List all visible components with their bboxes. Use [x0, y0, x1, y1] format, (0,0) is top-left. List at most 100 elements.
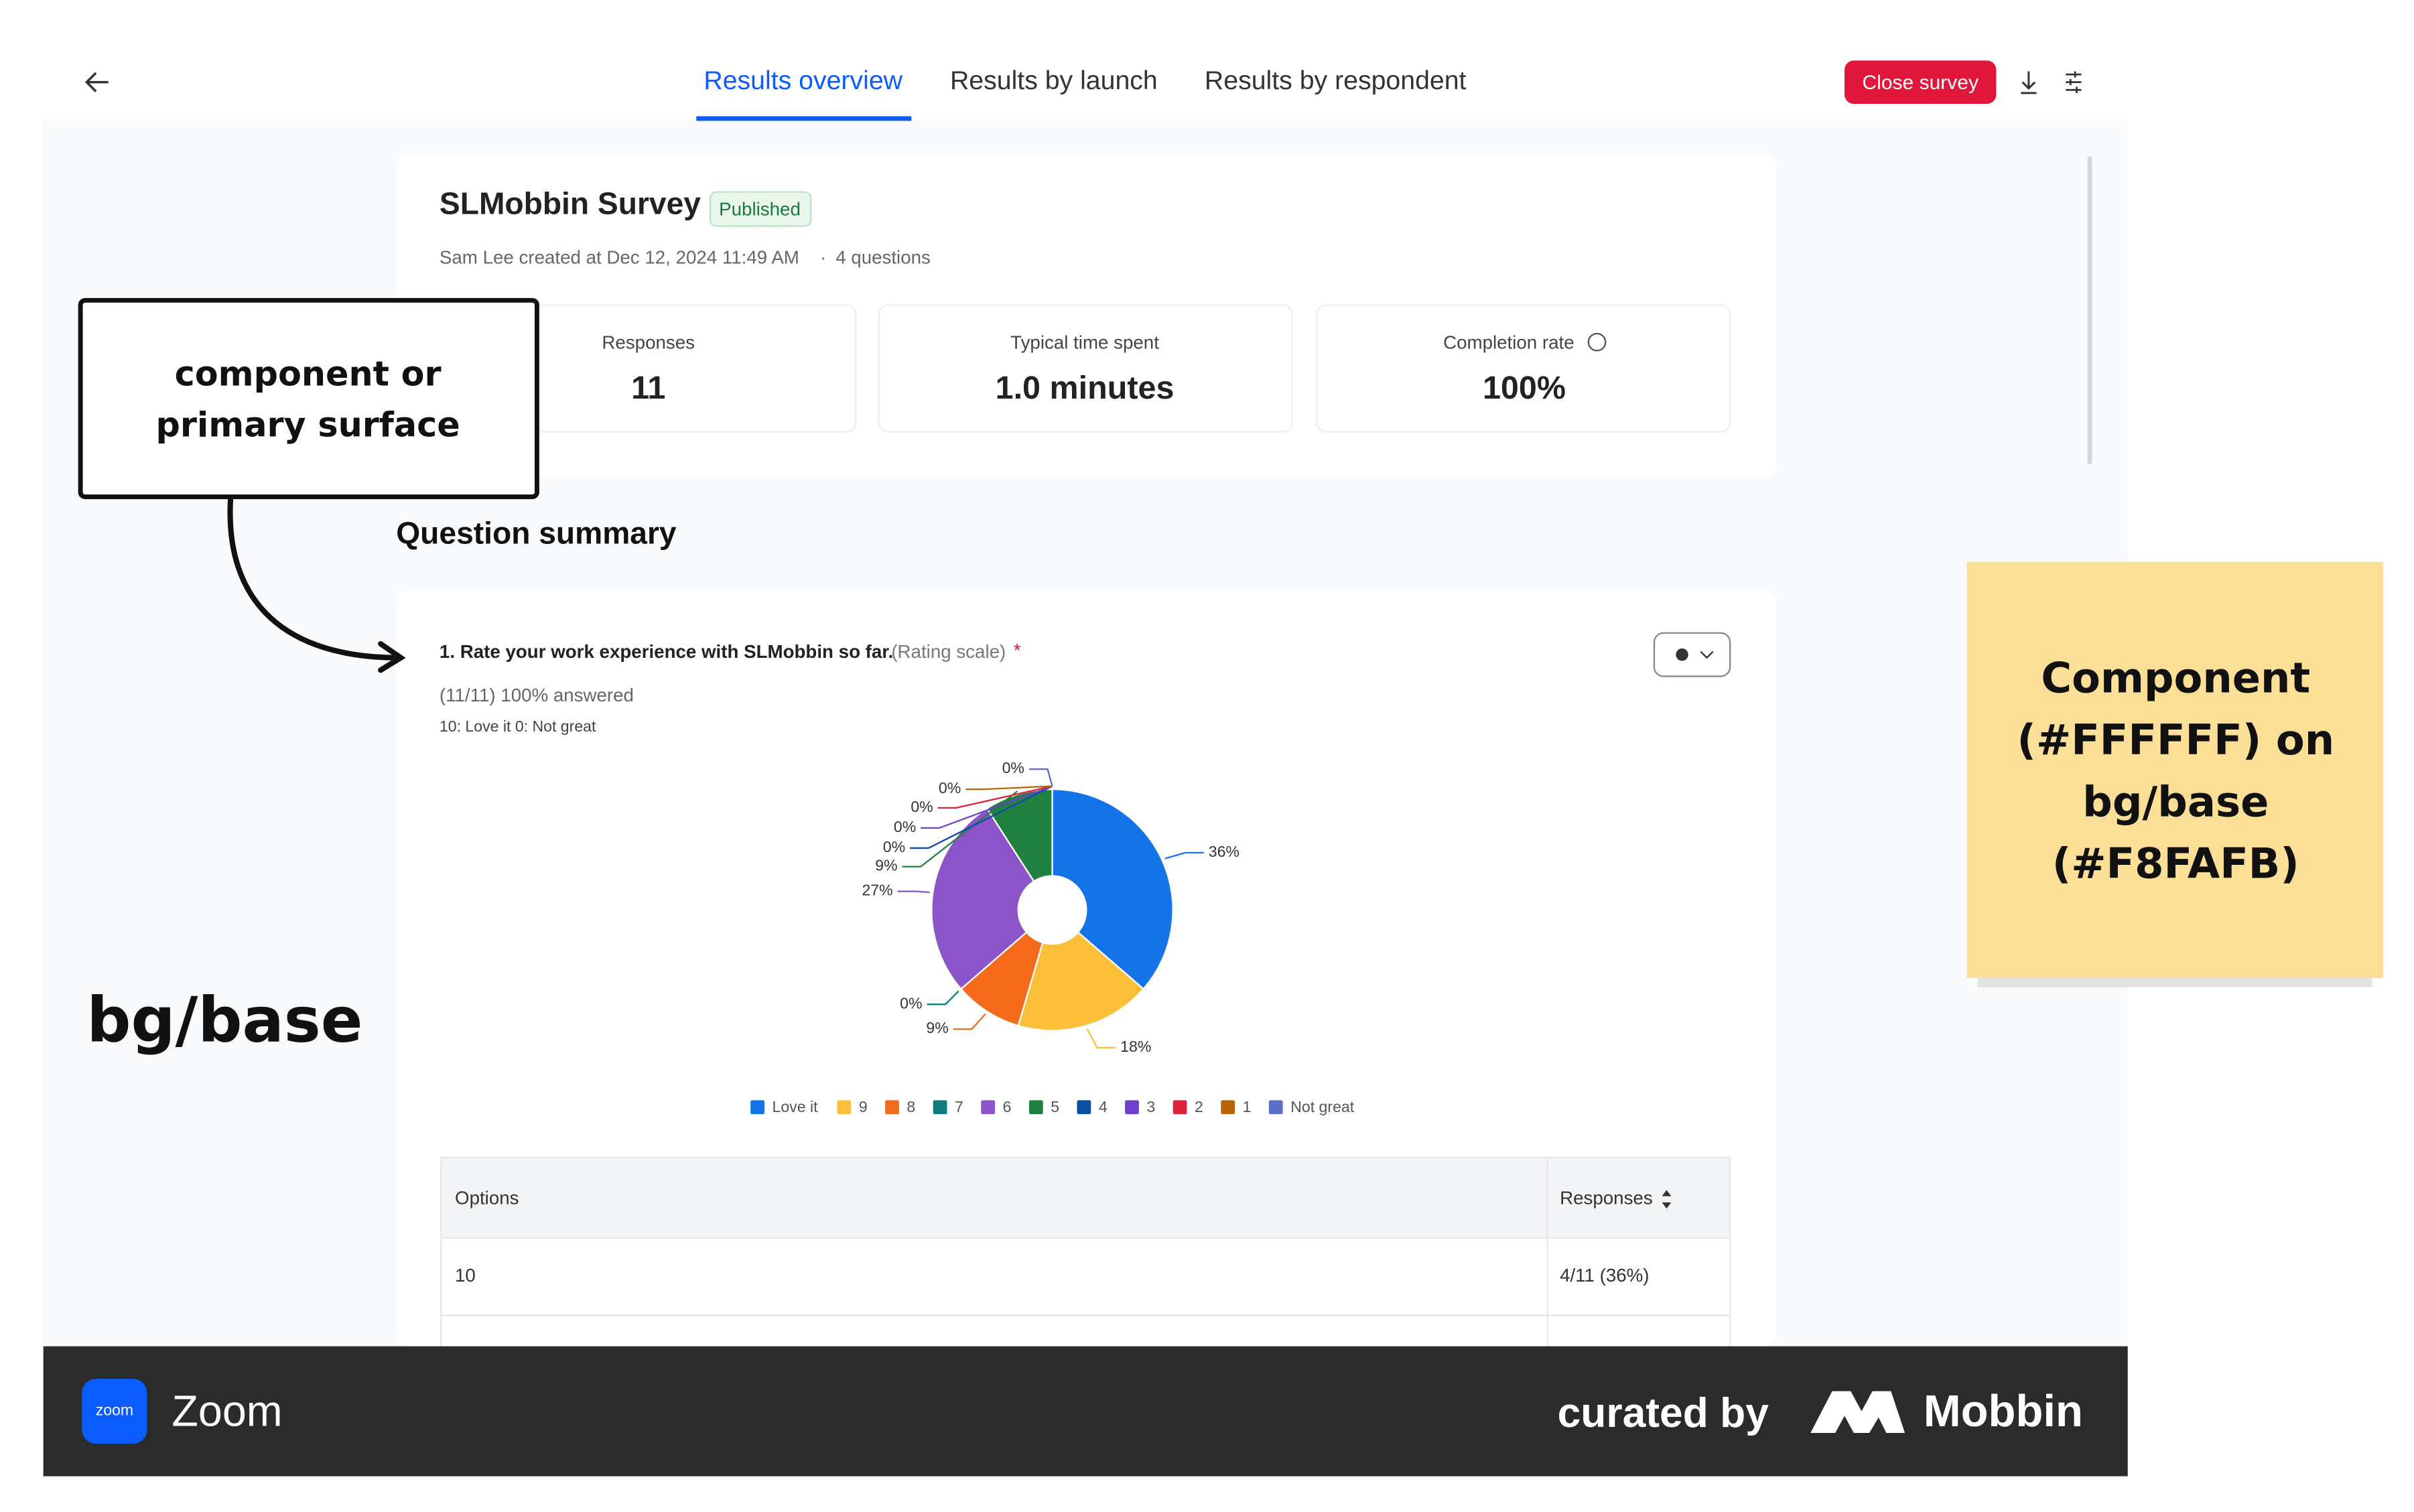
answered: (11/11) 100% answered — [440, 685, 634, 705]
legend-swatch — [1125, 1100, 1139, 1115]
callout-arrow — [227, 495, 406, 673]
leader-line — [927, 990, 959, 1006]
legend-label: Not great — [1290, 1098, 1355, 1115]
survey-meta: Sam Lee created at Dec 12, 2024 11:49 AM — [440, 247, 799, 267]
leader-line — [921, 785, 1053, 829]
info-icon[interactable] — [1587, 332, 1607, 352]
leader-line — [1086, 1028, 1116, 1049]
legend-label: 3 — [1146, 1098, 1155, 1115]
stat-label: Completion rate — [1443, 332, 1574, 352]
chart-type-button[interactable] — [1653, 632, 1731, 677]
app-name: Zoom — [172, 1386, 282, 1435]
note-text: Component — [2041, 654, 2310, 703]
legend-label: 1 — [1243, 1098, 1252, 1115]
legend-label: 6 — [1003, 1098, 1012, 1115]
value-label: 9% — [875, 857, 897, 874]
tab-indicator — [696, 116, 912, 121]
leader-line — [910, 785, 1053, 849]
value-label: 0% — [911, 798, 933, 815]
legend-swatch — [1172, 1100, 1187, 1115]
leader-line — [902, 791, 1018, 868]
status-badge — [709, 191, 812, 227]
brand-name: Mobbin — [1924, 1386, 2083, 1436]
value-label: 0% — [883, 838, 905, 855]
tab[interactable]: Results by respondent — [1205, 66, 1467, 95]
legend-label: 2 — [1195, 1098, 1203, 1115]
value-label: 0% — [900, 994, 922, 1012]
legend-swatch — [837, 1100, 852, 1115]
legend-swatch — [885, 1100, 899, 1115]
table-header-cell: Options — [455, 1188, 519, 1209]
value-label: 9% — [926, 1019, 948, 1036]
stat-value: 1.0 minutes — [996, 370, 1175, 406]
callout-text: component or — [175, 354, 442, 393]
close-survey-button[interactable] — [1845, 60, 1997, 104]
leader-line — [965, 785, 1053, 791]
leader-line — [953, 1013, 986, 1030]
stat-value: 100% — [1483, 370, 1566, 406]
zoom-icon — [82, 1379, 147, 1444]
zoom-icon-label: zoom — [96, 1401, 133, 1419]
legend-swatch — [1028, 1100, 1043, 1115]
value-label: 36% — [1209, 843, 1239, 860]
bg-label: bg/base — [86, 984, 362, 1056]
mobbin-logo — [1810, 1391, 1905, 1433]
stat-label: Responses — [602, 332, 695, 352]
legend-label: 7 — [955, 1098, 963, 1115]
callout-text: primary surface — [155, 405, 460, 445]
legend-label: 4 — [1099, 1098, 1108, 1115]
tab[interactable]: Results by launch — [950, 66, 1158, 95]
question-title: 1. Rate your work experience with SLMobb… — [440, 641, 893, 662]
callout-box — [78, 297, 539, 500]
pie-chart: 36% Love it 18% 9 9% 8 0% 7 27% 6 9% 5 0% 4 0% 3 0% 2 0% 1 0… — [750, 759, 1355, 1115]
legend-swatch — [1268, 1100, 1283, 1115]
stat-card — [1316, 304, 1731, 433]
stat-value: 11 — [631, 370, 665, 406]
legend-swatch — [750, 1100, 764, 1115]
footer — [43, 1346, 2128, 1476]
value-label: 18% — [1120, 1038, 1151, 1055]
separator: · — [820, 247, 826, 267]
value-label: 0% — [1002, 759, 1024, 776]
table-header — [440, 1156, 1731, 1239]
note-text: (#F8FAFB) — [2052, 839, 2299, 888]
table-cell: 10 — [455, 1265, 476, 1286]
legend-label: 9 — [859, 1098, 868, 1115]
leader-line — [937, 785, 1053, 809]
chevron[interactable] — [1700, 650, 1714, 659]
value-label: 27% — [862, 882, 892, 899]
close-survey-label[interactable]: Close survey — [1862, 72, 1978, 94]
section-title: Question summary — [396, 516, 677, 551]
pie-slice — [1017, 931, 1145, 1032]
chart-icon[interactable] — [1676, 648, 1688, 661]
back-button[interactable] — [84, 72, 109, 92]
sort-icon[interactable] — [1662, 1190, 1672, 1209]
leader-line — [1028, 768, 1053, 786]
legend-swatch — [1221, 1100, 1235, 1115]
legend-label: 8 — [907, 1098, 915, 1115]
stat-label: Typical time spent — [1010, 332, 1159, 352]
scale-note: 10: Love it 0: Not great — [440, 717, 596, 735]
settings-icon[interactable] — [2066, 71, 2082, 93]
legend-swatch — [981, 1100, 996, 1115]
question-type: (Rating scale) — [891, 641, 1006, 662]
pie-slice — [931, 807, 1035, 990]
sticky-note — [1966, 561, 2383, 978]
pie-slice — [1051, 788, 1174, 990]
note-text: bg/base — [2082, 777, 2269, 826]
note-text: (#FFFFFF) on — [2017, 715, 2334, 764]
value-label: 0% — [939, 779, 961, 797]
table-cell: 4/11 (36%) — [1560, 1265, 1649, 1286]
pie-slice — [959, 931, 1044, 1027]
pie-slice — [986, 788, 1053, 883]
stat-card — [878, 304, 1293, 433]
curated-by: curated by — [1558, 1390, 1769, 1436]
legend-label: 5 — [1051, 1098, 1059, 1115]
status-label: Published — [719, 199, 801, 220]
table-row — [440, 1237, 1731, 1316]
value-label: 0% — [894, 818, 916, 835]
download-icon[interactable] — [2021, 71, 2037, 94]
tab-active[interactable]: Results overview — [703, 66, 902, 95]
table-header-cell[interactable]: Responses — [1560, 1188, 1653, 1209]
